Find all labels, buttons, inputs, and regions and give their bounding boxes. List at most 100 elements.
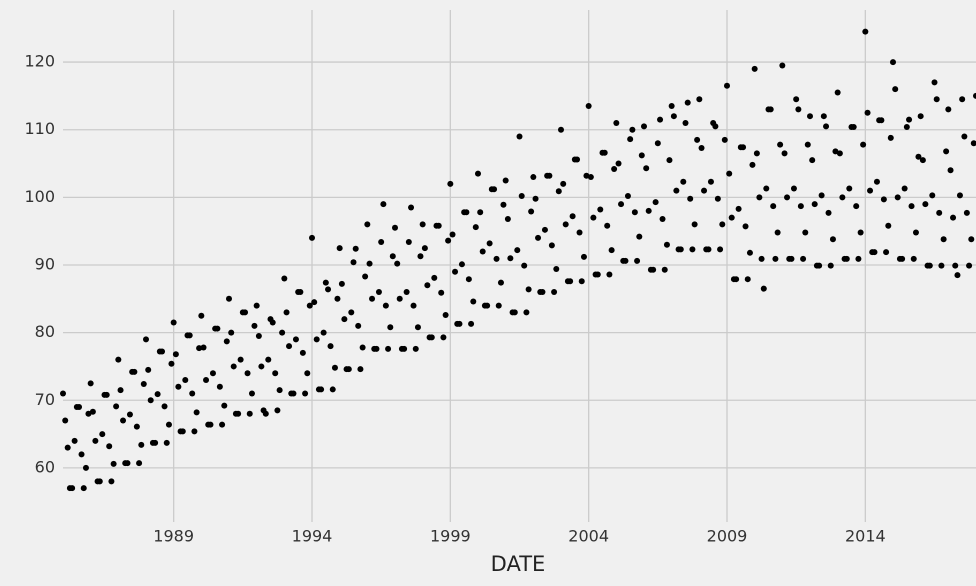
point xyxy=(546,172,553,179)
point xyxy=(514,247,521,254)
point xyxy=(302,390,309,397)
point xyxy=(265,356,272,363)
point xyxy=(410,302,417,309)
point xyxy=(804,141,811,148)
point xyxy=(763,185,770,192)
point xyxy=(292,336,299,343)
point xyxy=(525,286,532,293)
point xyxy=(500,201,507,208)
point xyxy=(641,123,647,130)
point xyxy=(770,203,777,210)
point xyxy=(484,302,491,309)
point xyxy=(272,370,279,377)
point xyxy=(956,192,963,199)
point xyxy=(82,464,89,471)
point xyxy=(890,59,896,66)
point xyxy=(781,150,788,157)
point xyxy=(297,289,304,296)
point xyxy=(438,289,445,296)
point xyxy=(279,329,286,336)
point xyxy=(311,299,318,306)
y-tick-label: 110 xyxy=(24,119,55,138)
point xyxy=(818,192,825,199)
point xyxy=(431,274,438,281)
point xyxy=(348,309,355,316)
point xyxy=(283,309,290,316)
point xyxy=(947,167,954,174)
point xyxy=(331,364,338,371)
point xyxy=(182,376,189,383)
point xyxy=(936,209,943,216)
point xyxy=(691,221,698,228)
point xyxy=(864,109,871,116)
point xyxy=(350,259,357,266)
point xyxy=(133,423,140,430)
point xyxy=(585,103,592,110)
point xyxy=(689,246,696,253)
point xyxy=(355,322,362,329)
point xyxy=(447,180,454,187)
point xyxy=(221,402,228,409)
point xyxy=(793,96,800,103)
point xyxy=(682,119,689,126)
point xyxy=(313,336,320,343)
point xyxy=(740,144,747,151)
point xyxy=(797,203,804,210)
point xyxy=(945,106,952,113)
point xyxy=(299,349,306,356)
point xyxy=(712,123,719,130)
point xyxy=(629,126,636,133)
point xyxy=(827,262,834,269)
point xyxy=(871,249,878,256)
point xyxy=(883,249,890,256)
point xyxy=(580,253,587,260)
point xyxy=(933,96,940,103)
point xyxy=(735,205,742,212)
point xyxy=(304,370,311,377)
point xyxy=(816,262,823,269)
point xyxy=(209,370,216,377)
point xyxy=(795,106,802,113)
point xyxy=(666,157,673,164)
point xyxy=(548,242,555,249)
point xyxy=(714,195,721,202)
point xyxy=(784,194,791,201)
point xyxy=(165,421,172,428)
point xyxy=(839,194,846,201)
point xyxy=(230,363,237,370)
point xyxy=(87,380,94,387)
point xyxy=(772,255,779,262)
point xyxy=(853,203,860,210)
point xyxy=(657,116,664,123)
point xyxy=(802,229,809,236)
point xyxy=(80,485,87,492)
point xyxy=(336,245,343,252)
point xyxy=(774,229,781,236)
point xyxy=(207,421,214,428)
point xyxy=(124,460,131,467)
point xyxy=(472,224,479,231)
point xyxy=(445,237,452,244)
point xyxy=(394,260,401,267)
point xyxy=(345,366,352,373)
point xyxy=(322,279,329,286)
point xyxy=(449,231,456,238)
point xyxy=(428,334,435,341)
point xyxy=(103,391,110,398)
point xyxy=(684,99,691,106)
point xyxy=(251,322,258,329)
point xyxy=(375,289,382,296)
point xyxy=(652,199,659,206)
point xyxy=(834,89,841,96)
point xyxy=(435,222,442,229)
point xyxy=(96,478,103,485)
point xyxy=(71,437,78,444)
point xyxy=(899,255,906,262)
point xyxy=(836,150,843,157)
point xyxy=(154,391,161,398)
point xyxy=(89,408,96,415)
point xyxy=(286,343,293,350)
point xyxy=(790,185,797,192)
point xyxy=(143,336,149,343)
point xyxy=(615,160,622,167)
